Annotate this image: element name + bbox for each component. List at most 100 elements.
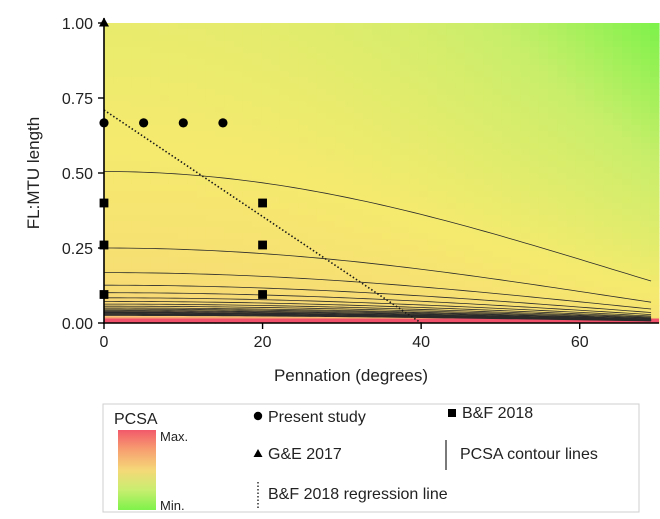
heatmap-cell — [612, 203, 623, 210]
heatmap-cell — [141, 95, 151, 102]
heatmap-cell — [381, 101, 392, 108]
y-tick-label: 0.25 — [62, 241, 93, 258]
heatmap-cell — [372, 161, 383, 168]
heatmap-cell — [594, 209, 605, 216]
heatmap-cell — [335, 245, 346, 252]
heatmap-cell — [289, 245, 299, 252]
heatmap-cell — [113, 287, 124, 294]
heatmap-cell — [418, 29, 429, 36]
heatmap-cell — [224, 287, 235, 294]
heatmap-cell — [649, 59, 660, 66]
heatmap-cell — [159, 221, 170, 228]
heatmap-cell — [446, 173, 457, 180]
heatmap-cell — [474, 203, 484, 210]
heatmap-cell — [224, 263, 235, 270]
heatmap-cell — [483, 119, 494, 126]
heatmap-cell — [575, 155, 586, 162]
heatmap-cell — [335, 197, 346, 204]
heatmap-cell — [353, 77, 364, 84]
heatmap-cell — [353, 179, 364, 186]
heatmap-cell — [603, 131, 614, 138]
heatmap-cell — [233, 77, 244, 84]
heatmap-cell — [464, 35, 475, 42]
heatmap-cell — [104, 167, 114, 174]
heatmap-cell — [298, 149, 309, 156]
heatmap-cell — [501, 113, 512, 120]
heatmap-cell — [344, 101, 355, 108]
heatmap-cell — [631, 95, 642, 102]
heatmap-cell — [511, 209, 521, 216]
heatmap-cell — [131, 83, 142, 90]
heatmap-cell — [205, 143, 216, 150]
heatmap-cell — [566, 197, 577, 204]
heatmap-cell — [631, 179, 642, 186]
heatmap-cell — [298, 173, 309, 180]
heatmap-cell — [603, 89, 614, 96]
heatmap-cell — [566, 245, 577, 252]
heatmap-cell — [446, 35, 457, 42]
heatmap-cell — [538, 293, 549, 300]
heatmap-cell — [187, 53, 198, 60]
heatmap-cell — [511, 215, 521, 222]
heatmap-cell — [492, 263, 503, 270]
heatmap-cell — [242, 251, 253, 258]
heatmap-cell — [585, 287, 595, 294]
heatmap-cell — [483, 233, 494, 240]
y-axis-label: FL:MTU length — [24, 117, 43, 229]
heatmap-cell — [548, 167, 558, 174]
heatmap-cell — [557, 167, 568, 174]
heatmap-cell — [363, 287, 373, 294]
heatmap-cell — [622, 71, 632, 78]
heatmap-cell — [474, 95, 484, 102]
heatmap-cell — [252, 233, 262, 240]
heatmap-cell — [622, 275, 632, 282]
heatmap-cell — [113, 29, 124, 36]
heatmap-cell — [168, 113, 179, 120]
heatmap-cell — [233, 83, 244, 90]
heatmap-cell — [594, 203, 605, 210]
heatmap-cell — [427, 299, 438, 306]
heatmap-cell — [548, 191, 558, 198]
heatmap-cell — [252, 71, 262, 78]
heatmap-cell — [640, 203, 651, 210]
heatmap-cell — [316, 89, 327, 96]
heatmap-cell — [381, 251, 392, 258]
heatmap-cell — [372, 71, 383, 78]
heatmap-cell — [520, 155, 531, 162]
heatmap-cell — [113, 203, 124, 210]
heatmap-cell — [122, 275, 133, 282]
heatmap-cell — [575, 173, 586, 180]
heatmap-cell — [585, 95, 595, 102]
heatmap-cell — [585, 131, 595, 138]
heatmap-cell — [483, 89, 494, 96]
heatmap-cell — [566, 113, 577, 120]
heatmap-cell — [270, 35, 281, 42]
heatmap-cell — [427, 143, 438, 150]
heatmap-cell — [159, 77, 170, 84]
heatmap-cell — [437, 263, 447, 270]
heatmap-cell — [501, 53, 512, 60]
heatmap-cell — [483, 239, 494, 246]
heatmap-cell — [270, 215, 281, 222]
heatmap-cell — [363, 209, 373, 216]
x-tick-label: 40 — [412, 334, 430, 351]
heatmap-cell — [233, 203, 244, 210]
heatmap-cell — [298, 125, 309, 132]
heatmap-cell — [631, 113, 642, 120]
heatmap-cell — [242, 197, 253, 204]
heatmap-cell — [261, 125, 272, 132]
heatmap-cell — [326, 281, 336, 288]
heatmap-cell — [335, 95, 346, 102]
heatmap-cell — [631, 167, 642, 174]
heatmap-cell — [437, 65, 447, 72]
heatmap-cell — [557, 269, 568, 276]
heatmap-cell — [113, 71, 124, 78]
heatmap-cell — [316, 131, 327, 138]
heatmap-cell — [261, 35, 272, 42]
heatmap-cell — [353, 185, 364, 192]
heatmap-cell — [649, 305, 660, 312]
heatmap-cell — [594, 233, 605, 240]
heatmap-cell — [215, 269, 225, 276]
heatmap-cell — [631, 89, 642, 96]
heatmap-cell — [113, 149, 124, 156]
